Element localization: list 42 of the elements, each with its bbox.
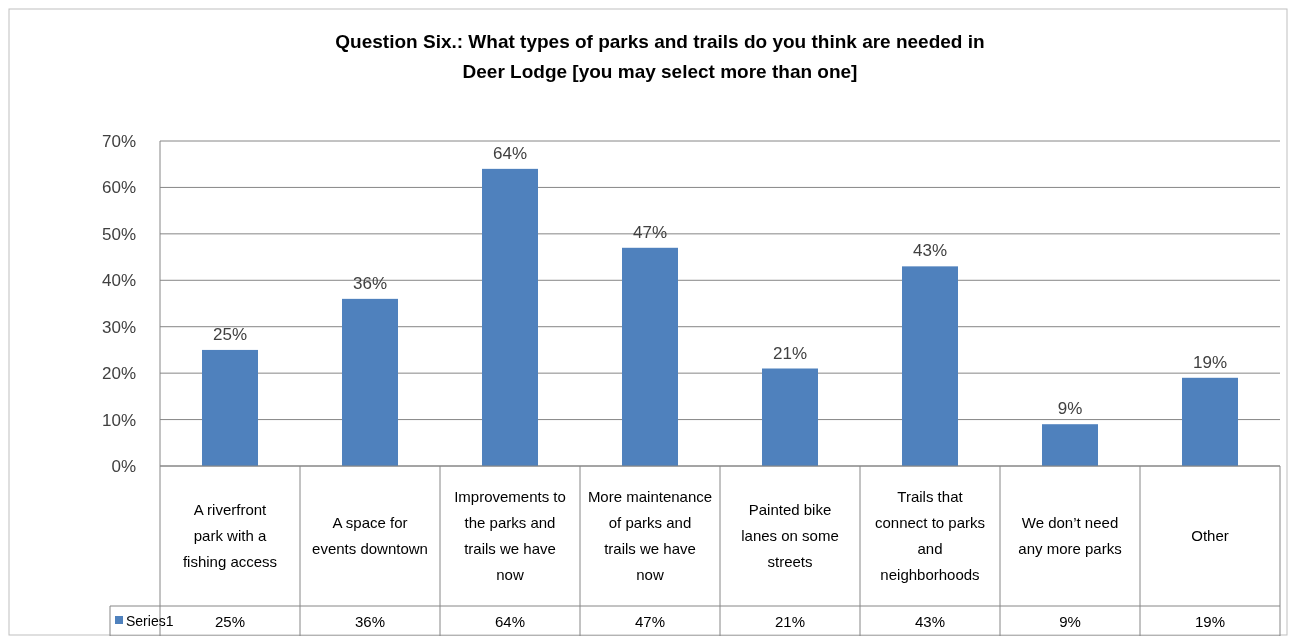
data-label: 47% xyxy=(634,613,666,630)
bar xyxy=(622,247,678,466)
data-label: 9% xyxy=(1059,613,1081,630)
y-tick-label: 50% xyxy=(101,224,136,244)
y-tick-label: 20% xyxy=(101,364,136,384)
text: 19% xyxy=(1192,352,1228,372)
text: 25% xyxy=(212,324,248,344)
y-tick-label: 70% xyxy=(101,132,136,151)
legend-label: Series1 xyxy=(126,613,174,629)
text: 21% xyxy=(772,343,808,363)
bar xyxy=(342,298,398,466)
text: 36% xyxy=(352,273,388,293)
data-label: 19% xyxy=(1194,613,1226,630)
text: 47% xyxy=(632,222,668,242)
text: 43% xyxy=(912,241,948,261)
y-tick-label: 10% xyxy=(101,410,136,430)
bar xyxy=(762,368,818,466)
y-tick-label: 60% xyxy=(101,178,136,198)
bar xyxy=(1042,424,1098,466)
x-tick-label: Other xyxy=(1191,527,1229,544)
bar xyxy=(202,349,258,466)
x-tick-label: Improvements to the parks and trails we have now xyxy=(454,488,566,583)
y-tick-label: 0% xyxy=(111,457,136,476)
y-tick-label: 30% xyxy=(101,317,136,337)
text: 64% xyxy=(492,143,528,163)
bar xyxy=(1182,377,1238,466)
text: 9% xyxy=(1057,399,1083,419)
x-tick-label: More maintenance of parks and trails we have now xyxy=(587,488,713,583)
x-tick-label: We don’t need any more parks xyxy=(1018,514,1122,557)
chart-title: Question Six.: What types of parks and trails do you think are needed in Deer Lodge [you may select more than one] xyxy=(335,31,985,82)
data-label: 64% xyxy=(494,613,526,630)
x-tick-label: Trails that connect to parks and neighborhoods xyxy=(874,488,986,583)
x-tick-label: Painted bike lanes on some streets xyxy=(741,501,839,570)
y-tick-label: 40% xyxy=(101,271,136,291)
bar xyxy=(902,266,958,466)
bar xyxy=(482,168,538,466)
x-tick-label: A riverfront park with a fishing access xyxy=(182,501,278,570)
data-label: 43% xyxy=(914,613,946,630)
data-label: 21% xyxy=(774,613,806,630)
x-tick-label: A space for events downtown xyxy=(312,514,428,557)
data-label: 25% xyxy=(214,613,246,630)
data-label: 36% xyxy=(354,613,386,630)
